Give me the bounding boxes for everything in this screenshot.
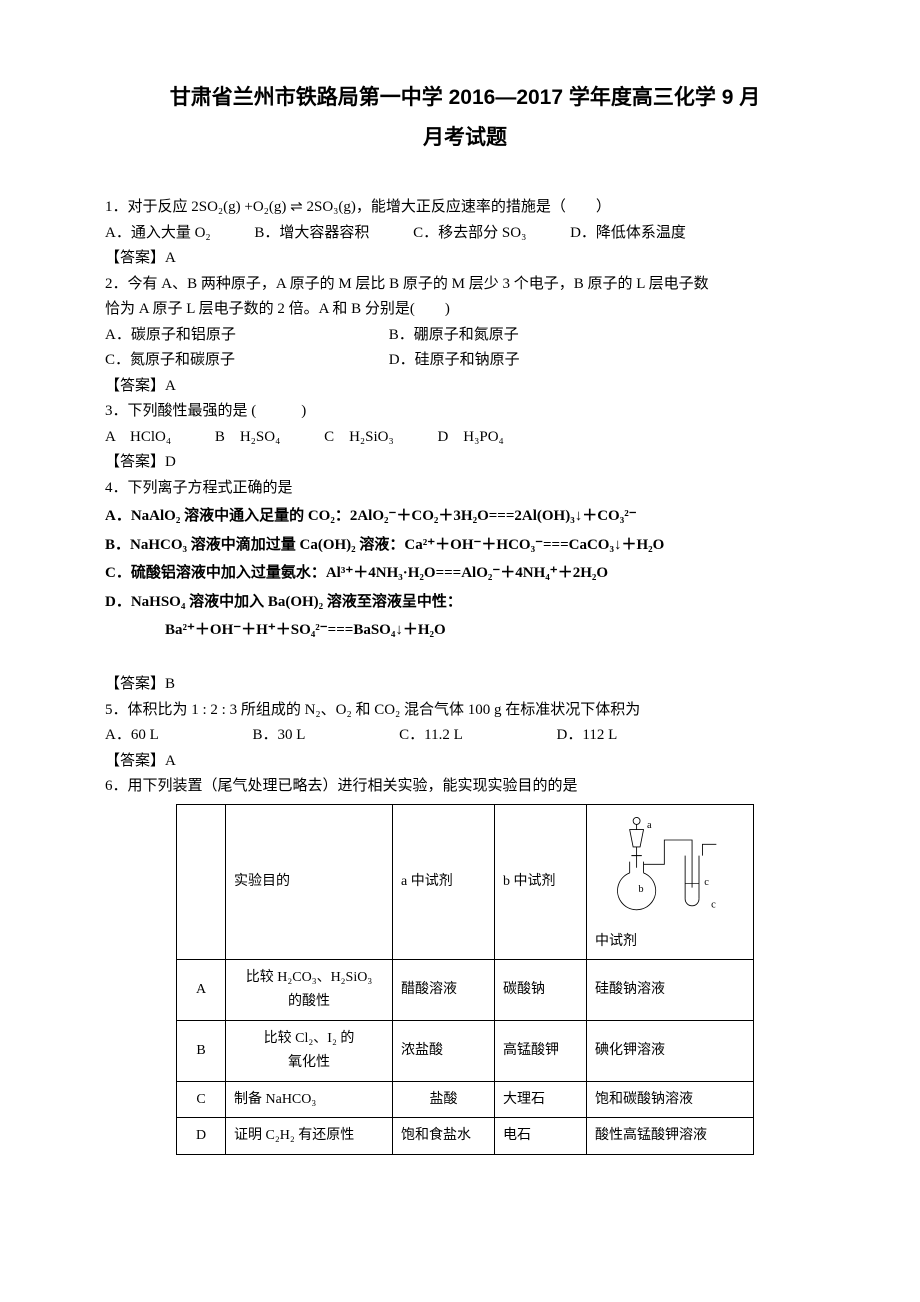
- q6-h1: 实验目的: [226, 804, 393, 960]
- q6-d-c: 酸性高锰酸钾溶液: [587, 1118, 754, 1155]
- q5-opt-a: A．60 L: [105, 723, 159, 749]
- q1-opt-d: D．降低体系温度: [570, 221, 686, 247]
- q6-stem: 6．用下列装置（尾气处理已略去）进行相关实验，能实现实验目的的是: [105, 774, 825, 800]
- q6-row-a: A 比较 H₂CO₃、H₂SiO₃ 的酸性 醋酸溶液 碳酸钠 硅酸钠溶液: [177, 960, 754, 1021]
- q2-options-row2: C．氮原子和碳原子 D．硅原子和钠原子: [105, 348, 825, 374]
- q6-h4: a b c c 中试剂: [587, 804, 754, 960]
- q6-b-c: 碘化钾溶液: [587, 1021, 754, 1082]
- q4-opt-b: B．NaHCO₃ 溶液中滴加过量 Ca(OH)₂ 溶液：Ca²⁺＋OH⁻＋HCO…: [105, 533, 825, 559]
- q6-a-b: 碳酸钠: [495, 960, 587, 1021]
- q6-b-key: B: [177, 1021, 226, 1082]
- q6-a-a: 醋酸溶液: [393, 960, 495, 1021]
- q3-options: A HClO₄ B H₂SO₄ C H₂SiO₃ D H₃PO₄: [105, 425, 825, 451]
- q6-c-purpose: 制备 NaHCO₃: [226, 1081, 393, 1118]
- q6-row-d: D 证明 C₂H₂ 有还原性 饱和食盐水 电石 酸性高锰酸钾溶液: [177, 1118, 754, 1155]
- title-line-2: 月考试题: [105, 120, 825, 156]
- q4-opt-a-text: A．NaAlO₂ 溶液中通入足量的 CO₂：2AlO₂⁻＋CO₂＋3H₂O===…: [105, 508, 637, 524]
- q6-row-b: B 比较 Cl₂、I₂ 的 氧化性 浓盐酸 高锰酸钾 碘化钾溶液: [177, 1021, 754, 1082]
- apparatus-label-a: a: [647, 820, 652, 831]
- q1-opt-c: C．移去部分 SO₃: [413, 221, 526, 247]
- q1-options: A．通入大量 O₂ B．增大容器容积 C．移去部分 SO₃ D．降低体系温度: [105, 221, 825, 247]
- q2-opt-c: C．氮原子和碳原子: [105, 348, 385, 374]
- apparatus-label-c2: c: [711, 899, 716, 910]
- q6-a-p2: 的酸性: [234, 990, 384, 1014]
- q6-d-a: 饱和食盐水: [393, 1118, 495, 1155]
- q2-stem-2: 恰为 A 原子 L 层电子数的 2 倍。A 和 B 分别是( ): [105, 297, 825, 323]
- q6-a-p1: 比较 H₂CO₃、H₂SiO₃: [234, 966, 384, 990]
- q4-opt-b-text: B．NaHCO₃ 溶液中滴加过量 Ca(OH)₂ 溶液：Ca²⁺＋OH⁻＋HCO…: [105, 537, 664, 553]
- q3-opt-d: D H₃PO₄: [437, 425, 503, 451]
- q5-opt-c: C．11.2 L: [399, 723, 463, 749]
- q6-header-row: 实验目的 a 中试剂 b 中试剂 a b: [177, 804, 754, 960]
- q1-opt-b: B．增大容器容积: [254, 221, 369, 247]
- q6-d-key: D: [177, 1118, 226, 1155]
- q5-answer: 【答案】A: [105, 749, 825, 775]
- q5-opt-d: D．112 L: [557, 723, 618, 749]
- q6-d-purpose: 证明 C₂H₂ 有还原性: [226, 1118, 393, 1155]
- q6-c-a: 盐酸: [393, 1081, 495, 1118]
- q4-opt-c: C．硫酸铝溶液中加入过量氨水：Al³⁺＋4NH₃·H₂O===AlO₂⁻＋4NH…: [105, 561, 825, 587]
- q2-opt-d: D．硅原子和钠原子: [389, 348, 669, 374]
- q2-options-row1: A．碳原子和铝原子 B．硼原子和氮原子: [105, 323, 825, 349]
- q4-opt-d-text1: D．NaHSO₄ 溶液中加入 Ba(OH)₂ 溶液至溶液呈中性：: [105, 594, 462, 610]
- q6-a-key: A: [177, 960, 226, 1021]
- q6-d-b: 电石: [495, 1118, 587, 1155]
- q4-opt-d-text2: Ba²⁺＋OH⁻＋H⁺＋SO₄²⁻===BaSO₄↓＋H₂O: [165, 622, 446, 638]
- q3-opt-a: A HClO₄: [105, 425, 171, 451]
- apparatus-diagram: a b c c: [595, 811, 725, 921]
- q6-c-b: 大理石: [495, 1081, 587, 1118]
- q4-stem: 4．下列离子方程式正确的是: [105, 476, 825, 502]
- q6-a-purpose: 比较 H₂CO₃、H₂SiO₃ 的酸性: [226, 960, 393, 1021]
- q6-b-purpose: 比较 Cl₂、I₂ 的 氧化性: [226, 1021, 393, 1082]
- q1-stem: 1．对于反应 2SO₂(g) +O₂(g) ⇌ 2SO₃(g)，能增大正反应速率…: [105, 195, 825, 221]
- q4-opt-d-2: Ba²⁺＋OH⁻＋H⁺＋SO₄²⁻===BaSO₄↓＋H₂O: [105, 618, 825, 644]
- title-line-1: 甘肃省兰州市铁路局第一中学 2016—2017 学年度高三化学 9 月: [105, 80, 825, 116]
- q4-answer: 【答案】B: [105, 672, 825, 698]
- q6-c-c: 饱和碳酸钠溶液: [587, 1081, 754, 1118]
- q4-opt-c-text: C．硫酸铝溶液中加入过量氨水：Al³⁺＋4NH₃·H₂O===AlO₂⁻＋4NH…: [105, 565, 608, 581]
- q4-opt-a: A．NaAlO₂ 溶液中通入足量的 CO₂：2AlO₂⁻＋CO₂＋3H₂O===…: [105, 504, 825, 530]
- q6-h3: b 中试剂: [495, 804, 587, 960]
- q6-h2: a 中试剂: [393, 804, 495, 960]
- q6-table: 实验目的 a 中试剂 b 中试剂 a b: [176, 804, 754, 1155]
- q6-b-p1: 比较 Cl₂、I₂ 的: [234, 1027, 384, 1051]
- q2-opt-b: B．硼原子和氮原子: [389, 323, 669, 349]
- q6-h4-text: 中试剂: [595, 930, 745, 954]
- q6-b-p2: 氧化性: [234, 1051, 384, 1075]
- q5-stem: 5．体积比为 1 : 2 : 3 所组成的 N₂、O₂ 和 CO₂ 混合气体 1…: [105, 698, 825, 724]
- apparatus-label-b: b: [638, 884, 643, 895]
- q6-row-c: C 制备 NaHCO₃ 盐酸 大理石 饱和碳酸钠溶液: [177, 1081, 754, 1118]
- q1-opt-a: A．通入大量 O₂: [105, 221, 211, 247]
- q4-opt-d-1: D．NaHSO₄ 溶液中加入 Ba(OH)₂ 溶液至溶液呈中性：: [105, 590, 825, 616]
- q6-b-b: 高锰酸钾: [495, 1021, 587, 1082]
- apparatus-label-c: c: [704, 877, 709, 888]
- q3-opt-c: C H₂SiO₃: [324, 425, 394, 451]
- q3-answer: 【答案】D: [105, 450, 825, 476]
- q2-opt-a: A．碳原子和铝原子: [105, 323, 385, 349]
- q5-options: A．60 L B．30 L C．11.2 L D．112 L: [105, 723, 825, 749]
- q6-c-key: C: [177, 1081, 226, 1118]
- q3-stem: 3．下列酸性最强的是 ( ): [105, 399, 825, 425]
- q2-stem-1: 2．今有 A、B 两种原子，A 原子的 M 层比 B 原子的 M 层少 3 个电…: [105, 272, 825, 298]
- q1-answer: 【答案】A: [105, 246, 825, 272]
- q6-a-c: 硅酸钠溶液: [587, 960, 754, 1021]
- q3-opt-b: B H₂SO₄: [215, 425, 280, 451]
- q6-h0: [177, 804, 226, 960]
- q5-opt-b: B．30 L: [253, 723, 306, 749]
- q6-b-a: 浓盐酸: [393, 1021, 495, 1082]
- q2-answer: 【答案】A: [105, 374, 825, 400]
